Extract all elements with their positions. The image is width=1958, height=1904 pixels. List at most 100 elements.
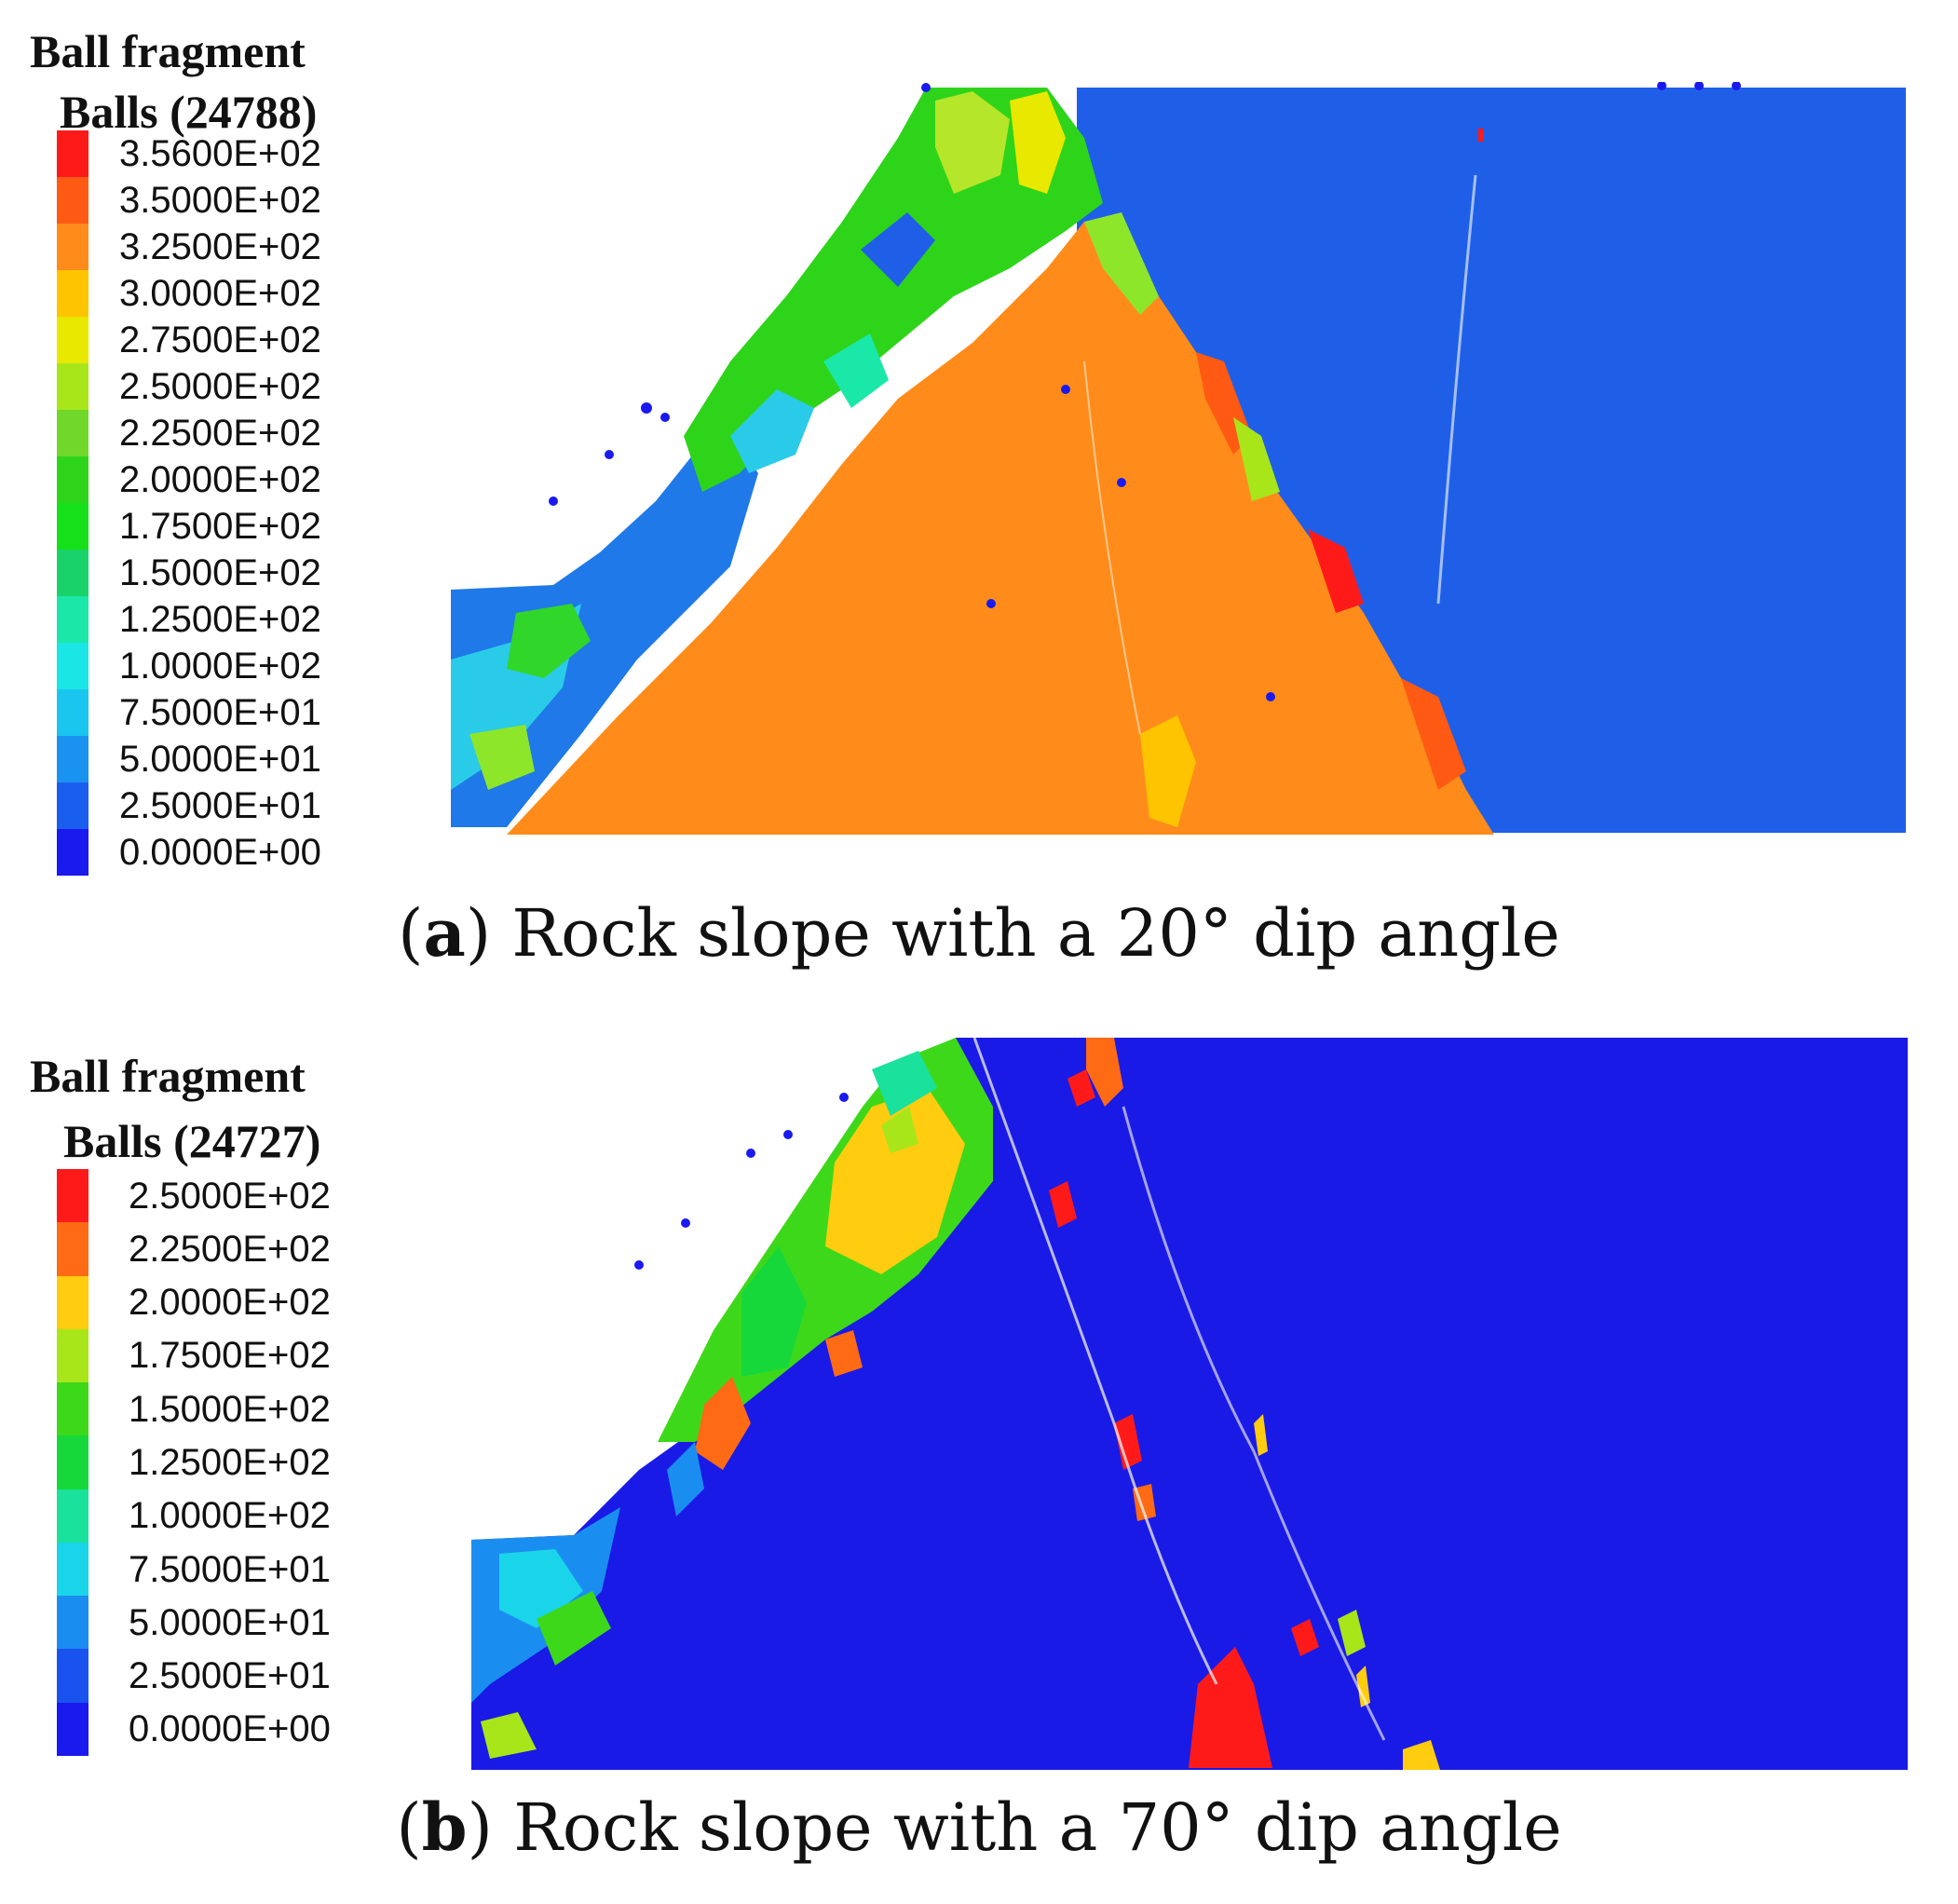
colorbar-tick-label: 2.0000E+02 xyxy=(129,1282,331,1324)
scattered-particles xyxy=(549,82,1741,701)
crack-line xyxy=(1122,1106,1386,1741)
crack-fragment xyxy=(1114,1414,1142,1470)
crest-fragment-yellow xyxy=(825,1088,965,1274)
toe-debris-lime xyxy=(469,725,535,790)
colorbar-segment xyxy=(57,1489,88,1543)
colorbar-tick-label: 5.0000E+01 xyxy=(119,739,321,780)
colorbar-segment xyxy=(57,1382,88,1436)
crest-fragment-lime xyxy=(935,91,1010,194)
crack-line xyxy=(1083,360,1141,735)
colorbar-segment xyxy=(57,456,88,503)
colorbar-segment xyxy=(57,317,88,363)
margin-fragment-red-2 xyxy=(1308,529,1364,613)
colorbar-segment xyxy=(57,363,88,410)
crest-fragment-top xyxy=(1086,1038,1123,1107)
legend-subtitle: Balls (24788) xyxy=(60,86,318,138)
margin-fragment-green xyxy=(1084,212,1159,315)
colorbar-tick-label: 1.5000E+02 xyxy=(129,1388,331,1430)
slope-simulation-b xyxy=(471,1037,1908,1770)
colorbar-tick-label: 3.5000E+02 xyxy=(119,180,321,221)
margin-fragment-lime xyxy=(1233,417,1280,501)
colorbar-segment xyxy=(57,410,88,456)
sliding-mass xyxy=(507,222,1494,835)
colorbar-segment xyxy=(57,829,88,876)
colorbar-tick-label: 2.5000E+01 xyxy=(129,1655,331,1697)
panel-b: Ball fragment Balls (24727) 2.5000E+02 2.… xyxy=(0,1015,1958,1904)
colorbar-tick-label: 1.2500E+02 xyxy=(129,1442,331,1483)
colorbar-tick-label: 2.2500E+02 xyxy=(119,413,321,454)
crest-fragment-blue xyxy=(667,1442,704,1516)
colorbar-tick-label: 2.5000E+02 xyxy=(119,366,321,407)
colorbar-segment xyxy=(57,643,88,689)
caption-text: Rock slope with a 70° dip angle xyxy=(513,1789,1562,1866)
colorbar-segment xyxy=(57,550,88,596)
colorbar-segment xyxy=(57,1542,88,1597)
colorbar-segment xyxy=(57,1222,88,1276)
margin-fragment-orange xyxy=(1401,678,1466,790)
slope-simulation-a xyxy=(451,82,1906,835)
crack-fragment xyxy=(1049,1181,1077,1228)
crest-fragment-lime xyxy=(881,1107,918,1153)
toe-debris-green xyxy=(507,604,591,678)
colorbar xyxy=(57,1169,88,1756)
crack-fragment-yellow xyxy=(1254,1414,1268,1456)
toe-debris-cyan xyxy=(499,1549,583,1628)
colorbar-tick-label: 1.5000E+02 xyxy=(119,552,321,593)
colorbar-segment xyxy=(57,1328,88,1383)
colorbar-tick-label: 0.0000E+00 xyxy=(119,832,321,873)
crack-fragment-yellow xyxy=(1356,1666,1370,1707)
colorbar-segment xyxy=(57,782,88,829)
panel-a: Ball fragment Balls (24788) 3.5600E+02 3.… xyxy=(30,28,1906,972)
colorbar-tick-label: 3.0000E+02 xyxy=(119,273,321,314)
crack-line xyxy=(972,1037,1218,1685)
crest-fragment-orange xyxy=(695,1377,751,1470)
colorbar-tick-label: 1.7500E+02 xyxy=(129,1335,331,1377)
colorbar-tick-label: 2.5000E+01 xyxy=(119,785,321,826)
colorbar-segment xyxy=(57,689,88,736)
colorbar-segment xyxy=(57,177,88,224)
colorbar-tick-label: 1.7500E+02 xyxy=(119,506,321,547)
colorbar-segment xyxy=(57,1702,88,1756)
crest-fragment-teal xyxy=(730,389,814,473)
colorbar-segment xyxy=(57,1596,88,1650)
caption-text: Rock slope with a 20° dip angle xyxy=(511,895,1560,972)
colorbar-tick-label: 7.5000E+01 xyxy=(129,1548,331,1590)
colorbar-tick-label: 2.5000E+02 xyxy=(129,1175,331,1217)
figure-caption-a: (a) Rock slope with a 20° dip angle xyxy=(398,894,1560,972)
crack-fragment-lime xyxy=(1338,1610,1366,1656)
colorbar-segment xyxy=(57,1649,88,1703)
colorbar-tick-label: 3.5600E+02 xyxy=(119,133,321,174)
margin-fragment-yellow xyxy=(1140,715,1196,827)
crest-fragment-seafoam xyxy=(823,333,889,408)
crest-fragment-yellow xyxy=(1010,91,1066,194)
colorbar-segment xyxy=(57,224,88,270)
colorbar-segment xyxy=(57,503,88,550)
crest-fragment-teal xyxy=(872,1051,937,1116)
colorbar-segment xyxy=(57,736,88,782)
figure-caption-b: (b) Rock slope with a 70° dip angle xyxy=(396,1788,1562,1866)
colorbar-tick-label: 5.0000E+01 xyxy=(129,1601,331,1643)
colorbar-segment xyxy=(57,130,88,177)
colorbar-segment xyxy=(57,1275,88,1329)
colorbar-tick-label: 1.0000E+02 xyxy=(119,646,321,687)
failure-zone-red xyxy=(1189,1647,1272,1768)
caption-letter: b xyxy=(421,1788,468,1866)
colorbar-tick-label: 2.7500E+02 xyxy=(119,320,321,360)
colorbar-tick-label: 2.0000E+02 xyxy=(119,459,321,500)
colorbar-segment xyxy=(57,1169,88,1223)
colorbar-segment xyxy=(57,596,88,643)
scattered-particles xyxy=(634,1093,849,1270)
crack-fragment xyxy=(1291,1619,1319,1656)
crack-fragment-yellow xyxy=(1403,1740,1440,1770)
slope-crest-fragments xyxy=(684,88,1103,492)
red-particle xyxy=(1478,129,1484,142)
legend-title: Ball fragment xyxy=(30,1050,306,1102)
crest-fragment-top-red xyxy=(1067,1069,1095,1107)
colorbar-segment xyxy=(57,1435,88,1489)
caption-letter: a xyxy=(423,894,466,972)
toe-debris xyxy=(451,436,758,827)
colorbar-tick-label: 0.0000E+00 xyxy=(129,1708,331,1750)
crack-line xyxy=(1436,174,1477,605)
intact-rock-region xyxy=(471,1038,1908,1770)
colorbar-tick-label: 1.0000E+02 xyxy=(129,1495,331,1537)
